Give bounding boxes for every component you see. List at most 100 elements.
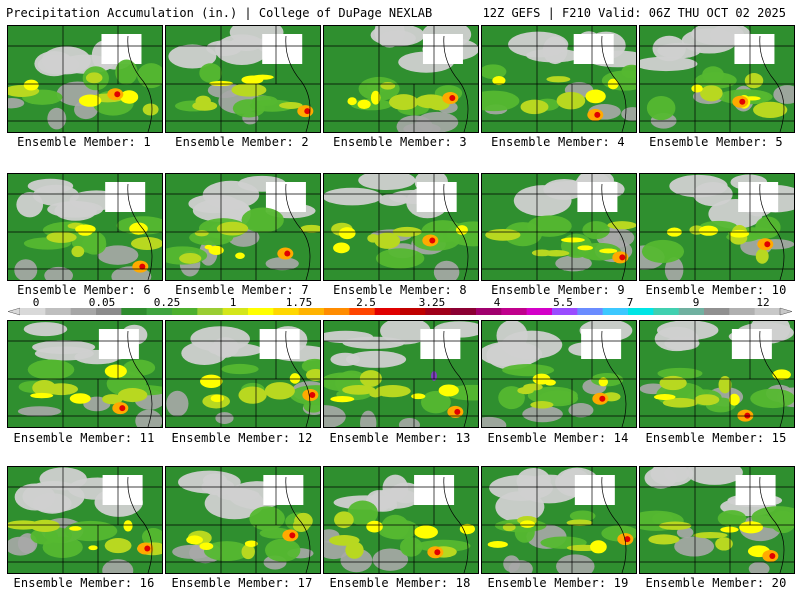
colorbar-tick-label: 1 [229, 296, 237, 309]
precip-blob [662, 397, 698, 408]
precip-blob [482, 416, 507, 427]
precip-blob [251, 74, 274, 80]
precip-blob [750, 388, 794, 409]
colorbar-swatch [577, 308, 603, 315]
precip-blob [194, 230, 209, 237]
colorbar-arrow-right [779, 307, 793, 316]
colorbar-swatch [628, 308, 654, 315]
precip-blob [735, 475, 776, 505]
precip-blob [199, 542, 214, 550]
colorbar-swatch [146, 308, 173, 315]
colorbar-tick-label: 1.75 [285, 296, 313, 309]
precip-blob [411, 393, 426, 400]
precip-blob [657, 42, 701, 59]
colorbar-swatch [222, 308, 249, 315]
colorbar-swatch [45, 308, 71, 315]
precip-blob [769, 553, 776, 560]
colorbar-tick-label: 12 [756, 296, 770, 309]
precip-blob [646, 95, 676, 121]
ensemble-member-label: Ensemble Member: 16 [13, 576, 155, 590]
precip-blob [703, 86, 723, 96]
ensemble-member-label: Ensemble Member: 13 [329, 431, 471, 445]
precip-blob [292, 519, 310, 532]
colorbar-tick-label: 2.5 [356, 296, 376, 309]
precip-blob [456, 225, 468, 235]
precip-blob [495, 491, 545, 523]
precip-blob [739, 521, 764, 534]
precip-blob [208, 245, 224, 255]
ensemble-member-label: Ensemble Member: 12 [171, 431, 313, 445]
colorbar [7, 307, 793, 316]
ensemble-member-label: Ensemble Member: 9 [491, 283, 625, 297]
colorbar-swatch [121, 308, 147, 315]
precip-blob [748, 561, 770, 573]
state-boundary [443, 35, 469, 132]
ensemble-member-label: Ensemble Member: 10 [645, 283, 787, 297]
precip-blob [46, 231, 77, 243]
precip-blob [241, 207, 284, 233]
colorbar-tick-label: 3.25 [418, 296, 446, 309]
precip-blob [482, 64, 507, 80]
precip-blob [573, 34, 614, 64]
ensemble-member-label: Ensemble Member: 6 [17, 283, 151, 297]
precip-blob [717, 510, 747, 527]
precip-blob [520, 520, 535, 528]
precip-blob [259, 329, 300, 359]
precip-blob [772, 369, 791, 380]
precip-map [640, 321, 794, 427]
ensemble-member-label: Ensemble Member: 15 [645, 431, 787, 445]
colorbar-swatch [704, 308, 730, 315]
precip-blob [179, 253, 202, 264]
precip-blob [279, 101, 303, 109]
precip-blob [130, 237, 162, 251]
precip-blob [487, 541, 508, 548]
precip-blob [674, 536, 715, 557]
precip-blob [375, 248, 425, 269]
precip-blob [715, 537, 733, 551]
precip-blob [30, 528, 58, 545]
precip-blob [324, 187, 382, 206]
precip-map [482, 174, 636, 280]
precip-blob [530, 401, 554, 409]
colorbar-swatch [349, 308, 375, 315]
colorbar-swatch [729, 308, 755, 315]
colorbar-swatch [273, 308, 299, 315]
precip-blob [231, 83, 267, 97]
precip-blob [135, 409, 162, 427]
precip-blob [664, 336, 700, 351]
precip-blob [581, 329, 622, 359]
precip-blob [664, 257, 684, 280]
colorbar-swatch [248, 308, 274, 315]
precip-blob [104, 364, 127, 378]
state-boundary [127, 476, 153, 573]
colorbar-swatch [476, 308, 502, 315]
colorbar-swatch [425, 308, 451, 315]
state-boundary [601, 476, 627, 573]
ensemble-member-label: Ensemble Member: 1 [17, 135, 151, 149]
precip-blob [482, 90, 520, 112]
precip-blob [755, 248, 769, 264]
precip-blob [574, 475, 615, 505]
precip-blob [117, 388, 148, 403]
state-boundary [285, 476, 311, 573]
precip-blob [560, 237, 585, 243]
precip-blob [422, 34, 463, 64]
state-boundary [759, 330, 785, 427]
precip-blob [14, 483, 56, 511]
precip-blob [640, 56, 698, 72]
precip-blob [388, 94, 419, 111]
precip-blob [27, 359, 75, 380]
precip-blob [329, 535, 360, 546]
colorbar-swatch [374, 308, 401, 315]
precip-blob [369, 390, 382, 398]
state-boundary [601, 183, 627, 280]
colorbar-swatch [678, 308, 705, 315]
precip-blob [644, 467, 677, 489]
precip-blob [289, 532, 296, 539]
precip-blob [619, 254, 626, 261]
ensemble-member-label: Ensemble Member: 11 [13, 431, 155, 445]
state-boundary [285, 35, 311, 132]
precip-blob [546, 76, 571, 83]
precip-blob [366, 520, 383, 533]
ensemble-map-panel [639, 320, 795, 428]
